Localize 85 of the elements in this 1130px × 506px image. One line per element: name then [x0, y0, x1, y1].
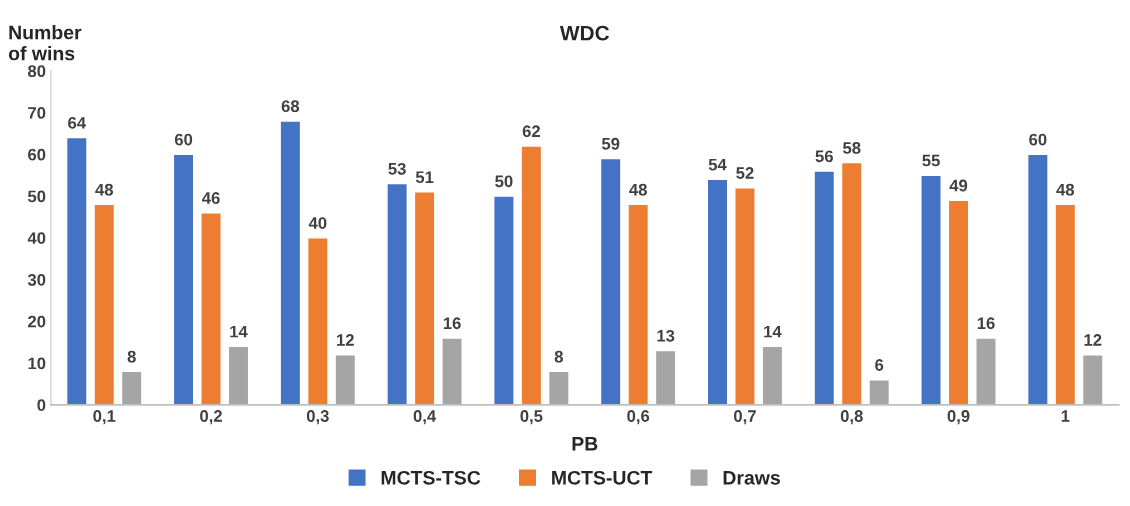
y-tick-label: 50: [27, 190, 46, 203]
data-label: 55: [922, 154, 940, 167]
bar: [65, 136, 88, 405]
bar: [441, 337, 463, 405]
y-tick-label: 10: [28, 357, 46, 370]
x-axis-title: PB: [572, 437, 598, 451]
data-label: 48: [95, 183, 113, 196]
data-label: 48: [629, 183, 647, 196]
data-label: 48: [1056, 183, 1075, 196]
y-tick-label: 70: [28, 106, 46, 119]
data-label: 46: [202, 192, 220, 204]
bar: [172, 153, 195, 405]
x-tick-label: 0,8: [840, 410, 863, 425]
bar: [947, 199, 970, 405]
legend-label: Draws: [723, 471, 780, 485]
data-label: 12: [1084, 334, 1102, 346]
data-label: 60: [1029, 133, 1047, 146]
bar: [227, 345, 250, 405]
bar: [706, 178, 729, 405]
bar: [306, 237, 329, 405]
data-label: 54: [708, 158, 727, 171]
data-label: 53: [388, 162, 406, 175]
y-tick-label: 40: [27, 232, 46, 245]
bar: [813, 170, 836, 405]
data-label: 49: [949, 179, 968, 192]
bar: [120, 370, 143, 405]
data-label: 51: [415, 171, 434, 184]
bar: [413, 191, 436, 405]
data-label: 16: [977, 317, 995, 330]
data-label: 6: [875, 359, 884, 371]
bar: [93, 203, 116, 405]
data-label: 12: [337, 334, 354, 346]
data-label: 52: [736, 167, 754, 179]
x-tick-label: 0,2: [200, 410, 222, 425]
data-label: 8: [554, 350, 563, 363]
bar: [654, 349, 677, 405]
y-tick-label: 0: [37, 399, 46, 411]
data-label: 13: [657, 329, 675, 342]
bar: [761, 345, 784, 405]
y-tick-label: 60: [28, 148, 46, 161]
legend-label: MCTS-UCT: [552, 470, 653, 485]
data-label: 59: [601, 137, 620, 150]
bar: [868, 379, 891, 405]
bar: [1054, 203, 1077, 405]
bar: [1081, 354, 1104, 405]
bar: [627, 203, 650, 405]
data-label: 14: [764, 325, 782, 338]
data-label: 58: [842, 142, 861, 154]
data-label: 56: [815, 150, 833, 163]
bar: [840, 161, 863, 405]
y-tick-label: 20: [28, 315, 46, 328]
data-label: 60: [174, 133, 193, 146]
chart-title: WDC: [559, 25, 610, 41]
bar: [520, 145, 543, 405]
x-tick-label: 0,4: [413, 410, 437, 425]
x-tick-label: 0,5: [520, 410, 543, 425]
bar: [334, 354, 357, 405]
x-tick-label: 0,3: [306, 410, 329, 425]
data-label: 16: [443, 317, 461, 330]
bar: [1026, 153, 1049, 405]
bar: [547, 370, 570, 405]
bar: [493, 195, 515, 405]
data-label: 62: [522, 125, 540, 138]
bar: [386, 182, 409, 405]
data-label: 68: [281, 100, 300, 113]
y-tick-label: 30: [27, 273, 46, 286]
bar: [599, 157, 622, 405]
bar: [734, 187, 756, 405]
y-axis-title: Number of wins: [8, 25, 82, 61]
bar: [200, 212, 222, 405]
data-label: 40: [308, 217, 327, 229]
y-tick-label: 80: [27, 65, 46, 78]
data-label: 14: [230, 325, 248, 338]
bar: [975, 337, 997, 405]
x-tick-label: 1: [1061, 410, 1070, 422]
data-label: 8: [127, 350, 136, 363]
x-tick-label: 0,1: [93, 410, 116, 425]
x-tick-label: 0,6: [627, 410, 650, 425]
bar: [920, 174, 942, 405]
bar: [279, 120, 302, 405]
x-tick-label: 0,7: [734, 410, 756, 425]
legend-label: MCTS-TSC: [381, 470, 481, 485]
data-label: 64: [68, 116, 86, 129]
data-label: 50: [495, 175, 513, 188]
x-tick-label: 0,9: [947, 410, 970, 425]
